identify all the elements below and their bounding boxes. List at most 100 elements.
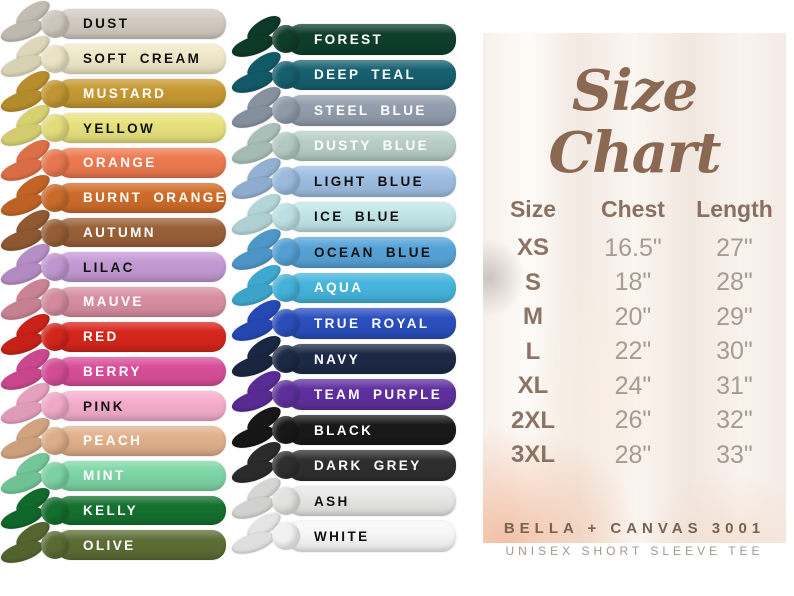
swatch-ocean-blue: OCEAN BLUE <box>229 223 460 274</box>
fabric-knot-bump-icon <box>41 218 69 247</box>
color-label: SOFT CREAM <box>83 51 202 67</box>
fabric-knot-bump-icon <box>41 427 69 455</box>
size-row-xl: XL 24" 31" <box>483 369 786 404</box>
color-label: KELLY <box>83 502 139 518</box>
color-label: NAVY <box>314 351 361 367</box>
color-label: OLIVE <box>83 537 136 553</box>
fabric-roll: ASH <box>287 485 456 517</box>
size-value: L <box>525 337 541 365</box>
fabric-knot-bump-icon <box>41 183 69 212</box>
fabric-knot-bump-icon <box>272 131 300 160</box>
swatch-dust: DUST <box>0 0 230 46</box>
fabric-knot-bump-icon <box>41 253 69 282</box>
length-value: 28" <box>716 268 753 297</box>
color-label: LILAC <box>83 259 135 275</box>
swatch-white: WHITE <box>229 508 460 559</box>
size-value: M <box>522 303 543 331</box>
size-row-s: S 18" 28" <box>483 266 786 301</box>
fabric-roll: STEEL BLUE <box>287 95 456 126</box>
swatch-team-purple: TEAM PURPLE <box>229 365 460 417</box>
swatch-olive: OLIVE <box>0 516 230 567</box>
product-subtitle: UNISEX SHORT SLEEVE TEE <box>505 544 764 558</box>
chest-value: 26" <box>614 406 652 435</box>
swatch-ash: ASH <box>229 472 460 523</box>
swatch-light-blue: LIGHT BLUE <box>229 152 460 203</box>
fabric-knot-bump-icon <box>272 415 300 444</box>
chest-value: 22" <box>614 337 652 366</box>
fabric-roll: AQUA <box>287 272 456 304</box>
swatch-steel-blue: STEEL BLUE <box>229 81 460 132</box>
fabric-knot-bump-icon <box>272 96 300 125</box>
size-chart-panel: Size Chart Size Chest Length XS 16.5" 27… <box>483 33 786 558</box>
fabric-roll: TEAM PURPLE <box>287 379 456 410</box>
fabric-roll: RED <box>56 321 226 352</box>
fabric-roll: DUST <box>56 9 226 39</box>
chest-value: 20" <box>614 302 652 331</box>
color-label: AQUA <box>314 280 364 296</box>
swatch-forest: FOREST <box>229 10 460 61</box>
fabric-knot-bump-icon <box>41 149 69 177</box>
brand-block: BELLA + CANVAS 3001 UNISEX SHORT SLEEVE … <box>483 520 786 558</box>
color-label: WHITE <box>314 529 370 545</box>
color-label: MUSTARD <box>83 85 167 101</box>
fabric-knot-bump-icon <box>41 114 69 143</box>
color-label: MINT <box>83 468 126 484</box>
length-value: 30" <box>716 337 753 366</box>
fabric-roll: MINT <box>56 460 226 491</box>
header-length: Length <box>696 196 773 223</box>
fabric-knot-bump-icon <box>41 531 69 560</box>
fabric-knot-tail-icon <box>0 537 46 567</box>
size-row-m: M 20" 29" <box>483 300 786 335</box>
fabric-roll: ORANGE <box>56 148 226 178</box>
color-label: DARK GREY <box>314 458 422 474</box>
swatch-yellow: YELLOW <box>0 99 230 150</box>
swatch-peach: PEACH <box>0 412 230 463</box>
chest-value: 28" <box>614 440 652 469</box>
header-chest: Chest <box>601 196 665 223</box>
color-swatch-column-left: DUST SOFT CREAM MUSTARD YELLOW ORANGE <box>0 0 230 567</box>
color-label: TEAM PURPLE <box>314 387 443 403</box>
chest-value: 16.5" <box>604 233 662 262</box>
swatch-ice-blue: ICE BLUE <box>229 188 460 239</box>
fabric-knot-bump-icon <box>272 522 300 551</box>
fabric-knot-bump-icon <box>272 202 300 231</box>
color-label: YELLOW <box>83 120 156 136</box>
fabric-roll: OCEAN BLUE <box>287 237 456 268</box>
swatch-mint: MINT <box>0 447 230 498</box>
fabric-roll: TRUE ROYAL <box>287 308 456 339</box>
fabric-knot-tail-icon <box>229 528 277 559</box>
fabric-knot-bump-icon <box>272 238 300 267</box>
length-value: 33" <box>716 440 753 469</box>
swatch-deep-teal: DEEP TEAL <box>229 46 460 97</box>
fabric-knot-bump-icon <box>41 10 69 38</box>
color-label: ICE BLUE <box>314 209 402 225</box>
fabric-roll: YELLOW <box>56 113 226 143</box>
color-label: TRUE ROYAL <box>314 316 430 332</box>
fabric-knot-bump-icon <box>272 167 300 196</box>
fabric-roll: SOFT CREAM <box>56 43 226 74</box>
fabric-roll: PINK <box>56 391 226 421</box>
brand-name: BELLA + CANVAS 3001 <box>503 520 766 537</box>
fabric-roll: BURNT ORANGE <box>56 182 228 213</box>
swatch-dusty-blue: DUSTY BLUE <box>229 117 460 168</box>
color-label: BLACK <box>314 422 374 438</box>
size-value: 3XL <box>510 441 555 469</box>
fabric-roll: KELLY <box>56 495 226 526</box>
color-label: DEEP TEAL <box>314 67 417 83</box>
fabric-roll: WHITE <box>287 521 456 552</box>
fabric-roll: PEACH <box>56 426 226 456</box>
fabric-roll: OLIVE <box>56 530 226 560</box>
size-row-xs: XS 16.5" 27" <box>483 231 786 266</box>
size-value: XL <box>517 372 549 400</box>
fabric-roll: DEEP TEAL <box>287 59 456 91</box>
color-label: PEACH <box>83 433 143 449</box>
fabric-roll: FOREST <box>287 24 456 55</box>
size-chart-header-row: Size Chest Length <box>483 196 786 223</box>
size-chart-rows: XS 16.5" 27" S 18" 28" M 20" 29" L 22" 3… <box>483 231 786 473</box>
swatch-true-royal: TRUE ROYAL <box>229 294 460 345</box>
fabric-knot-bump-icon <box>272 344 300 373</box>
size-row-2xl: 2XL 26" 32" <box>483 404 786 439</box>
color-label: DUST <box>83 16 130 32</box>
color-label: BURNT ORANGE <box>83 190 228 206</box>
color-label: MAUVE <box>83 294 144 310</box>
